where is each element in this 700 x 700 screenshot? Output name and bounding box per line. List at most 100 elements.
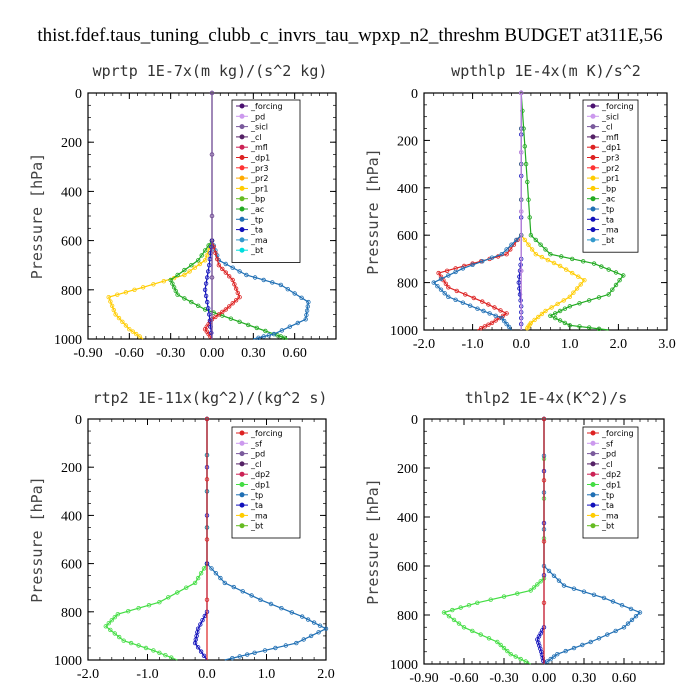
series-marker	[610, 599, 616, 604]
series-marker	[103, 624, 108, 629]
series-marker	[500, 313, 506, 318]
series-marker	[200, 618, 205, 623]
series-marker	[549, 305, 554, 310]
series-marker	[541, 478, 547, 483]
series-marker	[203, 293, 209, 299]
series-marker	[237, 654, 242, 659]
series-marker	[581, 589, 587, 594]
x-tick-label: -1.0	[462, 337, 484, 352]
panel-wprtp: wprtp 1E-7x(m kg)/(s^2 kg) -0.90 -0.60 -0.3…	[28, 62, 337, 361]
x-tick-label: -0.90	[73, 346, 102, 361]
legend-swatch-marker	[239, 461, 245, 467]
series-marker	[450, 607, 455, 613]
series-marker	[237, 295, 242, 300]
series-marker	[305, 617, 311, 622]
series-marker	[551, 260, 557, 266]
series-marker	[204, 416, 210, 422]
series-marker	[279, 328, 285, 333]
series-marker	[617, 278, 622, 283]
series-marker	[446, 614, 452, 619]
legend-swatch-marker	[590, 440, 596, 446]
x-tick-label: -1.0	[136, 667, 158, 682]
x-tick-label: 1.0	[561, 337, 579, 352]
series-marker	[454, 288, 459, 294]
series-marker	[435, 284, 440, 289]
x-tick-label: 0.0	[198, 667, 216, 682]
series-marker	[171, 285, 177, 290]
series-marker	[619, 603, 625, 608]
legend-swatch-marker	[590, 512, 596, 518]
series-marker	[287, 324, 292, 329]
series-marker	[209, 213, 215, 219]
panel-title: wprtp 1E-7x(m kg)/(s^2 kg)	[93, 62, 328, 80]
series-marker	[130, 329, 135, 334]
legend-entry: _ac	[601, 195, 615, 204]
legend-entry: _tp	[250, 491, 263, 500]
series-marker	[557, 308, 563, 314]
series-marker	[201, 566, 207, 571]
x-tick-label: 3.0	[658, 337, 676, 352]
series-marker	[541, 416, 547, 422]
series-marker	[303, 317, 308, 322]
legend-entry: _ta	[601, 215, 614, 224]
series-marker	[295, 320, 300, 326]
series-marker	[285, 287, 290, 292]
series-marker	[166, 595, 171, 600]
series-marker	[441, 610, 447, 615]
series-marker	[140, 285, 146, 290]
y-tick-label: 200	[397, 462, 418, 477]
legend-entry: _mfl	[601, 133, 619, 142]
series-marker	[487, 311, 492, 316]
panel-thlp2: thlp2 1E-4x(K^2)/s -0.90 -0.60 -0.30 0.00 0.3…	[364, 389, 665, 686]
legend-swatch-marker	[239, 134, 245, 140]
panel-title: rtp2 1E-11x(kg^2)/(kg^2 s)	[93, 389, 328, 407]
series-marker	[486, 322, 491, 327]
series-marker	[493, 313, 498, 318]
series-marker	[168, 277, 173, 283]
series-marker	[226, 274, 232, 279]
legend-swatch-marker	[239, 430, 245, 436]
series-marker	[278, 282, 284, 288]
legend-entry: _dp1	[250, 154, 270, 163]
series-marker	[226, 304, 232, 309]
legend-entry: _cl	[601, 123, 613, 132]
series-marker	[555, 301, 560, 307]
series-marker	[514, 237, 519, 243]
series-marker	[451, 617, 457, 623]
series-marker	[115, 612, 120, 617]
x-tick-label: -0.30	[489, 671, 518, 686]
series-marker	[198, 571, 204, 576]
series-marker	[460, 266, 466, 271]
series-marker	[522, 237, 527, 243]
x-tick-label: 0.60	[282, 346, 307, 361]
series-marker	[304, 308, 310, 313]
series-marker	[254, 325, 259, 331]
series-marker	[271, 331, 277, 337]
panel-wpthlp: wpthlp 1E-4x(m K)/s^2 -2.0 -1.0 0.0 1.0 2.0 3.…	[364, 62, 676, 352]
series-marker	[570, 256, 575, 262]
series-marker	[299, 295, 304, 300]
series-marker	[596, 636, 602, 641]
series-marker	[182, 296, 187, 301]
series-marker	[543, 308, 548, 314]
series-marker	[567, 304, 572, 309]
series-marker	[245, 322, 251, 328]
series-marker	[192, 640, 198, 646]
series-marker	[106, 621, 111, 626]
x-tick-label: 0.30	[572, 671, 597, 686]
series-marker	[220, 309, 225, 315]
series-marker	[151, 282, 156, 287]
series-marker	[567, 294, 572, 299]
legend-entry: _forcing	[250, 102, 283, 111]
y-tick-label: 0	[411, 87, 418, 102]
legend-entry: _bp	[601, 184, 616, 193]
legend-swatch-marker	[239, 247, 245, 253]
series-marker	[629, 617, 635, 623]
legend-swatch-marker	[590, 165, 596, 171]
series-marker	[438, 287, 444, 292]
legend-swatch-marker	[239, 237, 245, 243]
series-line-pr1	[520, 93, 586, 331]
series-marker	[112, 631, 117, 636]
series-marker	[478, 326, 484, 331]
